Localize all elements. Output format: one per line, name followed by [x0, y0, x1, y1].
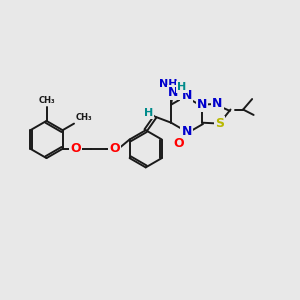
Text: CH₃: CH₃ — [38, 96, 55, 105]
Text: N: N — [168, 85, 179, 99]
Text: CH₃: CH₃ — [75, 113, 92, 122]
Text: N: N — [182, 89, 192, 102]
Text: N: N — [212, 97, 223, 110]
Text: N: N — [197, 98, 207, 111]
Text: NH₂: NH₂ — [159, 79, 183, 89]
Text: S: S — [215, 117, 224, 130]
Text: O: O — [173, 136, 184, 150]
Text: O: O — [109, 142, 120, 155]
Text: H: H — [144, 108, 153, 118]
Text: O: O — [70, 142, 80, 155]
Text: H: H — [177, 82, 187, 92]
Text: N: N — [182, 125, 192, 138]
